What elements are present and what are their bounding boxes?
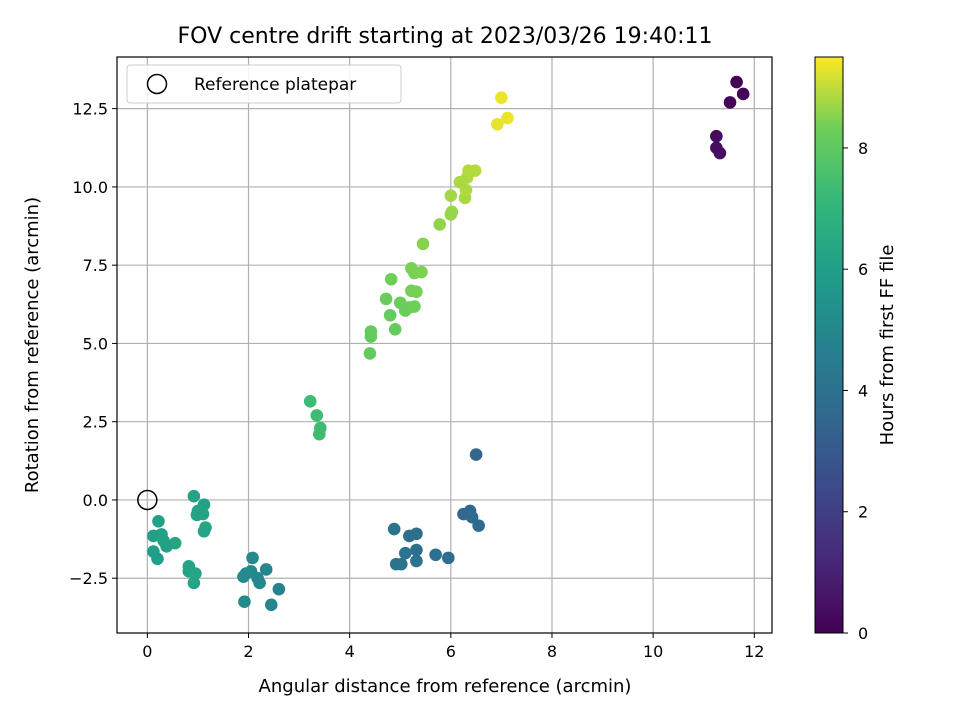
y-tick-label: 12.5 bbox=[72, 100, 108, 119]
chart-title: FOV centre drift starting at 2023/03/26 … bbox=[178, 24, 713, 49]
x-tick-label: 4 bbox=[345, 642, 355, 661]
y-tick-label: 0.0 bbox=[83, 491, 108, 510]
y-axis-label: Rotation from reference (arcmin) bbox=[22, 197, 43, 493]
data-point bbox=[152, 514, 165, 528]
data-point bbox=[246, 551, 259, 565]
axes: 0 2 4 6 8 10 12 −2.5 0.0 2.5 5.0 7.5 10.0 12.5 bbox=[69, 56, 773, 661]
data-point bbox=[187, 489, 201, 503]
data-point bbox=[379, 292, 393, 306]
data-point bbox=[429, 548, 442, 562]
data-point bbox=[363, 347, 377, 360]
reference-platepar-marker bbox=[137, 489, 158, 511]
data-point bbox=[491, 118, 504, 131]
y-tick-label: 2.5 bbox=[83, 413, 108, 432]
data-point bbox=[399, 546, 412, 560]
data-point bbox=[501, 111, 514, 125]
data-point bbox=[730, 75, 743, 89]
colorbar-tick-label: 0 bbox=[858, 624, 868, 643]
colorbar-tick-label: 4 bbox=[858, 381, 868, 400]
legend-label-reference: Reference platepar bbox=[194, 75, 356, 95]
data-point bbox=[187, 576, 201, 590]
data-point bbox=[364, 325, 378, 338]
y-tick-label: 7.5 bbox=[83, 256, 108, 275]
data-point bbox=[387, 522, 401, 536]
data-point bbox=[197, 524, 211, 538]
data-point bbox=[736, 87, 750, 101]
data-points bbox=[137, 75, 750, 612]
data-point bbox=[444, 189, 458, 202]
colorbar-tick-label: 6 bbox=[858, 260, 868, 279]
data-point bbox=[410, 285, 423, 299]
data-point bbox=[465, 510, 479, 524]
x-tick-label: 6 bbox=[446, 642, 456, 661]
data-point bbox=[459, 183, 473, 197]
colorbar-tick-label: 2 bbox=[858, 503, 868, 522]
data-point bbox=[445, 205, 459, 219]
data-point bbox=[303, 395, 317, 408]
data-point bbox=[264, 598, 278, 612]
colorbar-gradient bbox=[814, 56, 844, 634]
data-point bbox=[237, 570, 250, 583]
data-point bbox=[160, 539, 173, 553]
x-tick-label: 0 bbox=[142, 642, 152, 661]
data-point bbox=[272, 582, 286, 596]
grid-lines bbox=[117, 57, 772, 633]
data-point bbox=[441, 551, 455, 565]
data-point bbox=[253, 576, 266, 590]
data-point bbox=[710, 129, 723, 143]
data-point bbox=[403, 529, 416, 543]
y-tick-label: −2.5 bbox=[69, 569, 108, 588]
colorbar: 0 2 4 6 8 Hours from first FF file bbox=[814, 56, 898, 643]
plot-frame bbox=[116, 56, 773, 634]
data-point bbox=[384, 272, 398, 286]
data-point bbox=[408, 300, 421, 313]
x-tick-label: 2 bbox=[243, 642, 253, 661]
data-point bbox=[469, 448, 483, 461]
legend: Reference platepar bbox=[126, 64, 402, 104]
colorbar-label: Hours from first FF file bbox=[877, 245, 898, 446]
data-point bbox=[313, 427, 326, 441]
data-point bbox=[238, 595, 251, 608]
colorbar-ticks: 0 2 4 6 8 bbox=[843, 139, 868, 643]
data-point bbox=[394, 557, 408, 571]
data-point bbox=[495, 91, 508, 104]
data-point bbox=[310, 409, 324, 422]
data-point bbox=[189, 567, 202, 580]
x-tick-label: 8 bbox=[547, 642, 557, 661]
data-point bbox=[190, 508, 204, 522]
data-point bbox=[415, 265, 428, 279]
y-tick-label: 5.0 bbox=[83, 334, 108, 353]
data-point bbox=[410, 554, 423, 568]
data-point bbox=[147, 529, 160, 543]
x-axis-label: Angular distance from reference (arcmin) bbox=[259, 676, 632, 697]
colorbar-tick-label: 8 bbox=[858, 139, 868, 158]
data-point bbox=[410, 543, 423, 557]
x-tick-label: 10 bbox=[643, 642, 663, 661]
data-point bbox=[468, 164, 482, 177]
data-point bbox=[472, 519, 485, 532]
data-point bbox=[388, 323, 402, 336]
data-point bbox=[151, 552, 164, 566]
data-point bbox=[713, 146, 727, 160]
legend-box bbox=[126, 64, 402, 104]
y-tick-label: 10.0 bbox=[72, 178, 108, 197]
data-point bbox=[433, 218, 446, 231]
x-tick-label: 12 bbox=[744, 642, 764, 661]
data-point bbox=[723, 96, 737, 109]
legend-marker-reference bbox=[146, 73, 168, 95]
data-point bbox=[259, 563, 273, 576]
data-point bbox=[383, 308, 397, 322]
data-point bbox=[416, 237, 430, 251]
